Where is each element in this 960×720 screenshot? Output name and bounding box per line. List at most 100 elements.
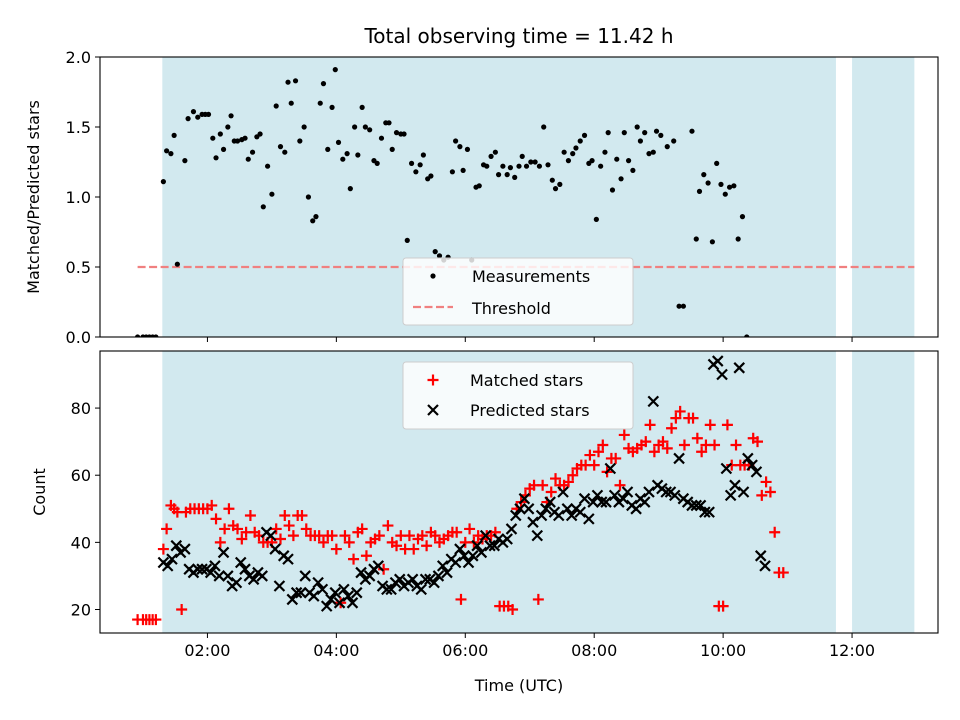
measurement-point xyxy=(205,111,212,117)
measurement-point xyxy=(297,138,303,144)
measurement-point xyxy=(420,152,426,158)
legend-label-threshold: Threshold xyxy=(471,299,551,318)
measurement-point xyxy=(605,130,611,136)
measurement-point xyxy=(726,184,733,190)
measurement-point xyxy=(195,114,201,120)
y-tick-label: 0.5 xyxy=(66,258,91,277)
measurement-point xyxy=(664,144,670,150)
predicted-star-point xyxy=(372,560,385,572)
matched-star-point xyxy=(210,513,222,525)
matched-star-point xyxy=(687,412,699,424)
predicted-star-point xyxy=(514,503,526,515)
matched-star-point xyxy=(360,550,372,562)
measurement-point xyxy=(581,132,588,138)
predicted-star-point xyxy=(467,550,479,562)
predicted-star-point xyxy=(350,586,363,599)
predicted-star-point xyxy=(742,452,754,465)
matched-star-point xyxy=(339,530,351,542)
measurement-point xyxy=(460,167,466,173)
measurement-point xyxy=(519,153,525,159)
predicted-star-point xyxy=(385,583,397,596)
matched-star-point xyxy=(588,459,600,471)
measurement-point xyxy=(488,153,494,159)
matched-star-point xyxy=(597,439,609,451)
matched-star-point xyxy=(373,530,385,542)
measurement-point xyxy=(352,124,358,130)
matched-star-point xyxy=(382,520,394,532)
predicted-star-point xyxy=(711,355,724,367)
measurement-point xyxy=(160,179,166,185)
legend-marker-predicted-stars xyxy=(427,404,439,416)
measurement-point xyxy=(545,162,551,168)
predicted-star-point xyxy=(355,566,367,579)
legend-marker-matched-stars xyxy=(427,374,439,386)
matched-star-point xyxy=(408,543,420,555)
predicted-star-point xyxy=(432,570,445,582)
matched-star-point xyxy=(150,614,162,626)
measurement-point xyxy=(171,132,177,138)
matched-star-point xyxy=(777,567,789,579)
measurement-point xyxy=(417,162,423,168)
predicted-star-point xyxy=(436,560,449,572)
matched-star-point xyxy=(403,530,415,542)
measurement-point xyxy=(500,163,506,169)
measurement-point xyxy=(492,149,498,155)
predicted-star-point xyxy=(703,506,715,518)
predicted-star-point xyxy=(754,550,767,562)
legend-label-matched-stars: Matched stars xyxy=(470,371,583,390)
measurement-point xyxy=(386,120,392,126)
predicted-star-point xyxy=(406,573,419,586)
predicted-star-point xyxy=(509,509,522,522)
matched-star-point xyxy=(704,419,716,431)
matched-star-point xyxy=(657,436,669,448)
measurement-point xyxy=(464,146,471,152)
predicted-star-point xyxy=(415,583,428,596)
matched-star-point xyxy=(206,499,218,511)
matched-star-point xyxy=(236,533,248,545)
measurement-point xyxy=(245,156,251,162)
measurement-point xyxy=(228,113,234,119)
matched-star-point xyxy=(219,523,231,535)
measurement-point xyxy=(265,163,271,169)
measurement-point xyxy=(288,100,294,106)
x-tick-label: 04:00 xyxy=(313,641,359,660)
measurement-point xyxy=(504,172,510,178)
measurement-point xyxy=(565,158,572,164)
predicted-star-point xyxy=(505,523,518,535)
measurement-point xyxy=(744,334,750,337)
measurement-point xyxy=(722,191,728,197)
predicted-star-point xyxy=(690,499,703,512)
measurement-point xyxy=(689,128,695,134)
predicted-star-point xyxy=(333,597,346,609)
predicted-star-point xyxy=(316,583,329,596)
matched-star-point xyxy=(391,540,403,552)
predicted-star-point xyxy=(454,543,466,555)
observing-interval xyxy=(852,57,915,337)
measurement-point xyxy=(168,151,174,157)
matched-star-point xyxy=(287,530,299,542)
y-tick-label: 60 xyxy=(71,466,91,485)
y-tick-label: 1.0 xyxy=(66,188,91,207)
measurement-point xyxy=(355,152,361,158)
predicted-star-point xyxy=(716,368,728,381)
predicted-star-point xyxy=(393,573,406,586)
predicted-star-point xyxy=(673,452,685,465)
predicted-star-point xyxy=(338,583,350,596)
measurement-point xyxy=(523,163,530,169)
matched-star-point xyxy=(356,523,368,535)
measurement-point xyxy=(347,186,353,192)
predicted-star-point xyxy=(583,513,595,525)
predicted-star-point xyxy=(561,503,574,515)
predicted-star-point xyxy=(600,496,612,508)
matched-star-point xyxy=(696,446,708,458)
matched-star-point xyxy=(640,436,652,448)
predicted-star-point xyxy=(643,486,655,498)
predicted-star-point xyxy=(720,462,733,475)
matched-star-point xyxy=(562,476,574,488)
matched-star-point xyxy=(674,405,686,417)
predicted-star-point xyxy=(729,479,741,492)
matched-star-point xyxy=(644,419,656,431)
measurement-point xyxy=(602,149,608,155)
measurement-point xyxy=(305,194,312,200)
predicted-star-point xyxy=(196,563,208,575)
